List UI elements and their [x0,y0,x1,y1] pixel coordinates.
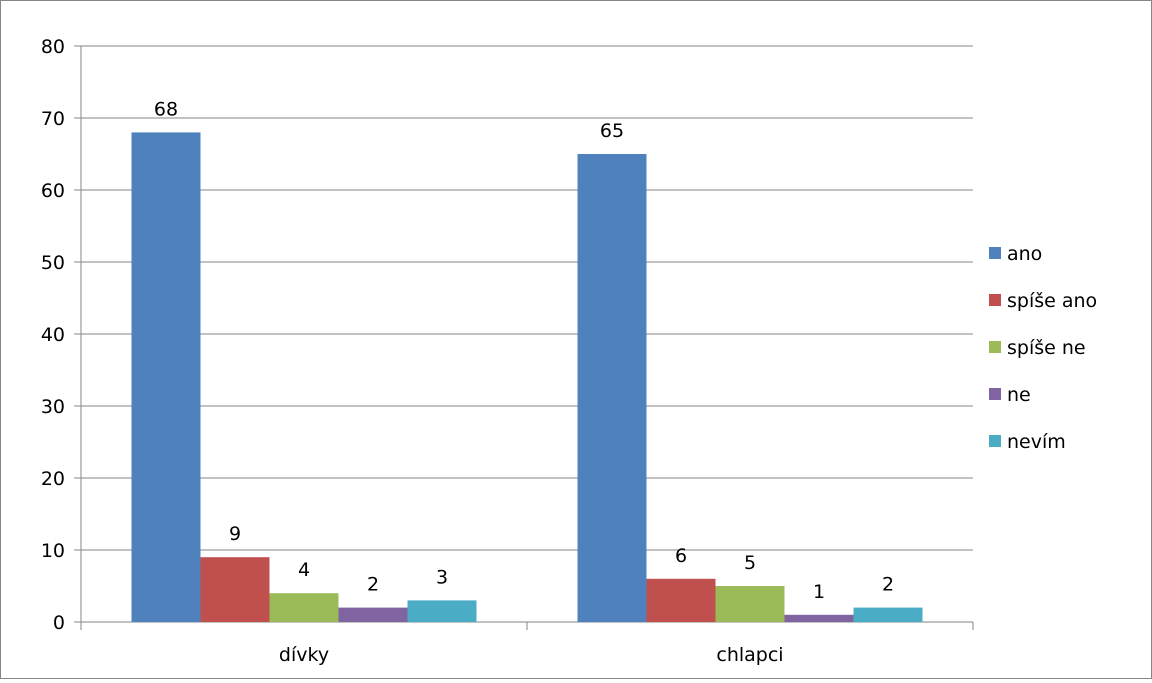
y-tick-label: 40 [41,324,65,346]
data-label: 3 [436,566,448,588]
bar-spíše-ano-1 [646,578,716,622]
bars [131,132,923,622]
y-tick-label: 50 [41,252,65,274]
legend-label: spíše ne [1007,337,1086,359]
y-tick-label: 80 [41,36,65,58]
bar-spíše-ano-0 [200,557,270,622]
y-tick-label: 0 [53,612,65,634]
legend-swatch [989,435,1001,447]
legend-swatch [989,341,1001,353]
bar-ne-1 [784,614,854,622]
legend-label: nevím [1007,431,1066,453]
bar-ano-0 [131,132,201,622]
data-label: 65 [600,120,624,142]
legend-swatch [989,247,1001,259]
bar-nevím-0 [407,600,477,622]
axes: 0 10 20 30 40 50 60 70 80 dívky chlapci [41,36,974,666]
y-tick-label: 70 [41,108,65,130]
y-tick-label: 60 [41,180,65,202]
legend-label: spíše ano [1007,290,1097,312]
legend-swatch [989,388,1001,400]
legend-label: ano [1007,243,1042,265]
bar-ano-1 [577,154,647,622]
legend: ano spíše ano spíše ne ne nevím [989,243,1097,453]
data-label: 68 [154,98,178,120]
y-tick-label: 20 [41,468,65,490]
data-label: 6 [675,545,687,567]
data-label: 9 [229,523,241,545]
y-tick-label: 30 [41,396,65,418]
data-label: 2 [367,574,379,596]
bar-spíše-ne-0 [269,593,339,622]
gridlines [81,45,973,551]
data-label: 2 [882,574,894,596]
bar-nevím-1 [853,607,923,622]
x-category-label: dívky [279,644,329,666]
data-label: 1 [813,581,825,603]
y-tick-label: 10 [41,540,65,562]
x-category-label: chlapci [716,644,783,666]
legend-label: ne [1007,384,1031,406]
data-label: 5 [744,552,756,574]
legend-swatch [989,294,1001,306]
bar-spíše-ne-1 [715,586,785,622]
data-label: 4 [298,559,310,581]
bar-ne-0 [338,607,408,622]
